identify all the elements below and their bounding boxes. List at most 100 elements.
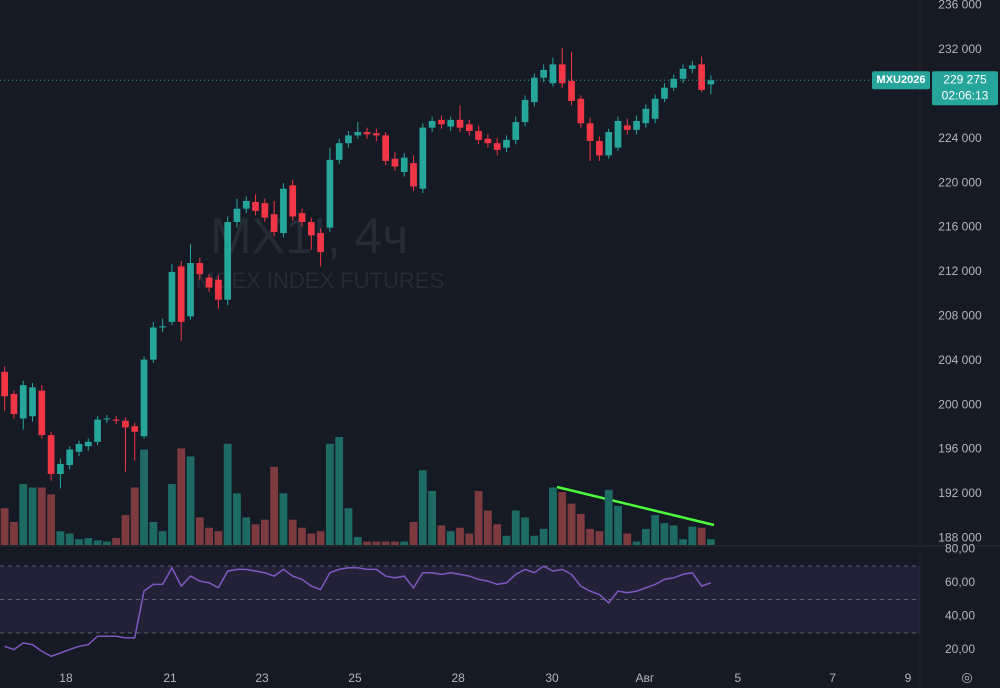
- y-tick-label: 212 000: [938, 264, 982, 278]
- candle-body: [215, 279, 222, 300]
- candle-body: [10, 394, 18, 415]
- candle-body: [493, 143, 501, 150]
- volume-bar: [632, 541, 641, 545]
- volume-bar: [56, 531, 65, 545]
- candle-body: [670, 78, 678, 88]
- symbol-label: MXU2026: [877, 74, 926, 86]
- candle-body: [242, 200, 250, 209]
- volume-bar: [195, 517, 204, 545]
- candle-body: [698, 64, 705, 90]
- volume-bar: [205, 527, 213, 545]
- candle-body: [586, 123, 594, 141]
- last-price-label: 229 275: [943, 72, 987, 86]
- volume-bar: [679, 539, 687, 545]
- candle-body: [530, 77, 538, 103]
- candle-body: [289, 185, 297, 217]
- volume-bar: [112, 538, 121, 545]
- rsi-line: [4, 565, 712, 658]
- candle-body: [1, 371, 8, 397]
- volume-bar: [437, 525, 446, 545]
- volume-bar: [65, 533, 74, 545]
- volume-bar: [651, 515, 660, 545]
- candle-body: [373, 133, 380, 136]
- volume-bar: [260, 519, 269, 545]
- symbol-box: [872, 71, 930, 90]
- candle-body: [540, 69, 547, 78]
- volume-bar: [353, 536, 362, 545]
- candle-body: [261, 203, 269, 218]
- volume-bar: [465, 533, 474, 545]
- candle-body: [651, 98, 659, 119]
- volume-bar: [335, 436, 344, 545]
- candle-body: [512, 122, 520, 140]
- volume-bar: [158, 531, 167, 545]
- candle-body: [391, 158, 399, 167]
- candle-body: [112, 419, 120, 421]
- y-tick-label: 192 000: [938, 486, 982, 500]
- volume-bar: [0, 508, 9, 545]
- candle-body: [122, 420, 129, 428]
- candle-body: [688, 65, 696, 69]
- candle-body: [84, 441, 92, 447]
- candle-body: [187, 263, 194, 317]
- volume-bar: [149, 522, 158, 545]
- volume-bar: [93, 540, 102, 545]
- candle-body: [447, 119, 455, 127]
- volume-bar: [614, 505, 622, 545]
- volume-bar: [288, 519, 297, 545]
- candle-body: [503, 139, 510, 148]
- candle-body: [317, 233, 324, 252]
- x-tick-label: 25: [348, 671, 362, 685]
- volume-bar: [660, 523, 669, 545]
- candle-body: [614, 120, 622, 148]
- y-tick-label: 196 000: [938, 442, 982, 456]
- volume-bar: [446, 531, 455, 545]
- candle-body: [252, 202, 259, 211]
- candle-body: [633, 120, 640, 130]
- x-tick-label: 28: [451, 671, 465, 685]
- y-tick-label: 208 000: [938, 309, 982, 323]
- y-tick-label: 224 000: [938, 131, 982, 145]
- y-tick-label: 20,00: [945, 642, 975, 656]
- volume-bar: [669, 525, 678, 545]
- volume-bar: [688, 526, 697, 545]
- volume-bar: [539, 528, 548, 545]
- candle-body: [66, 449, 74, 466]
- candle-body: [168, 271, 176, 322]
- candle-body: [103, 418, 111, 420]
- x-tick-label: Авг: [636, 671, 655, 685]
- settings-icon[interactable]: ◎: [961, 669, 972, 684]
- volume-bar: [483, 510, 492, 545]
- volume-bar: [279, 493, 288, 545]
- volume-bar: [19, 484, 28, 545]
- candle-body: [196, 263, 204, 275]
- volume-bar: [428, 490, 437, 545]
- volume-bar: [493, 524, 502, 545]
- y-tick-label: 220 000: [938, 175, 982, 189]
- watermark-title: MX1!, 4ч: [210, 208, 408, 264]
- candle-body: [140, 359, 148, 437]
- volume-bar: [549, 487, 557, 545]
- volume-bar: [530, 535, 539, 545]
- volume-bar: [140, 449, 148, 545]
- volume-bar: [418, 470, 427, 545]
- candle-body: [57, 463, 64, 474]
- candle-body: [484, 138, 492, 144]
- volume-bar: [233, 493, 241, 545]
- volume-bar: [325, 443, 334, 545]
- volume-bar: [456, 527, 464, 545]
- volume-bar: [344, 508, 353, 545]
- volume-bar: [177, 448, 186, 545]
- candle-body: [29, 387, 36, 417]
- volume-bar: [511, 510, 520, 545]
- price-box: [932, 71, 998, 106]
- volume-bar: [595, 531, 604, 545]
- volume-bar: [75, 539, 83, 545]
- volume-bar: [381, 541, 390, 545]
- candle-body: [19, 385, 27, 419]
- volume-bar: [307, 533, 316, 545]
- volume-bar: [363, 541, 371, 545]
- candle-body: [224, 221, 232, 300]
- candle-body: [149, 327, 157, 360]
